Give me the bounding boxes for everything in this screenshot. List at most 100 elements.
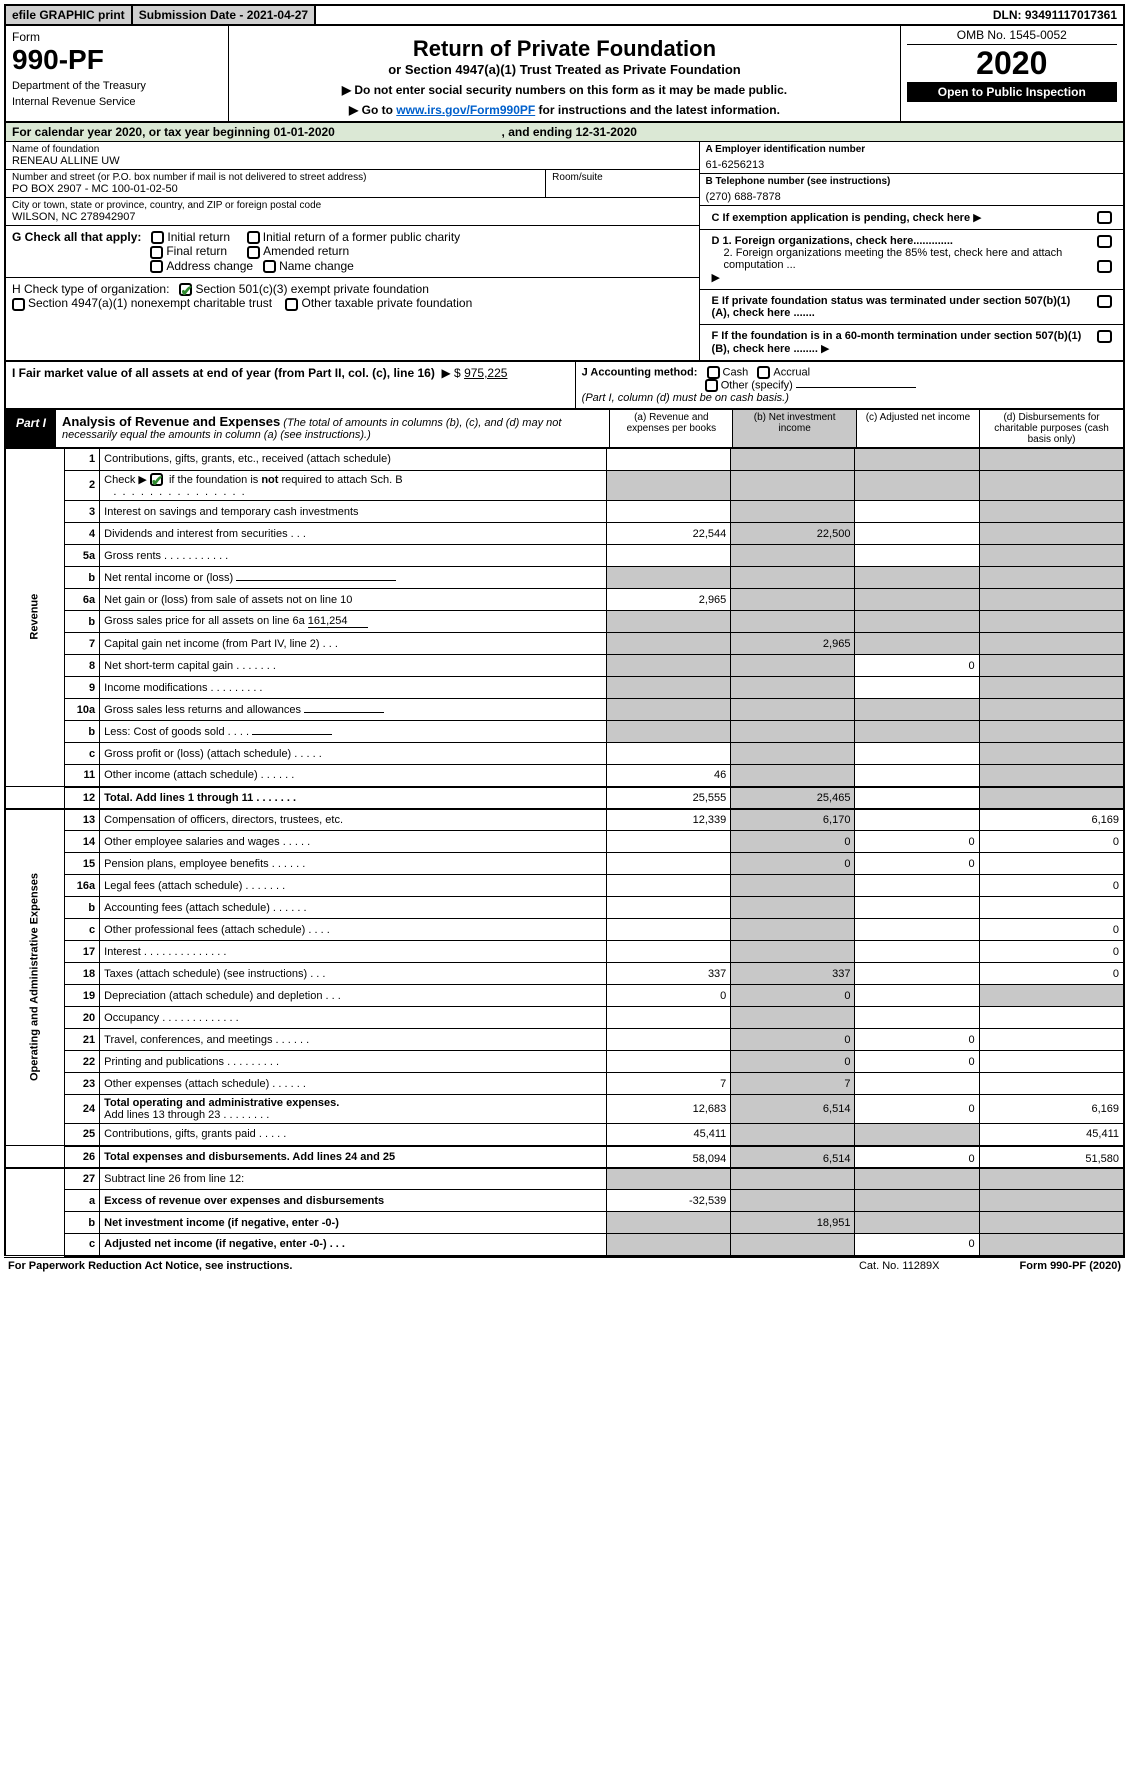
ein-label: A Employer identification number [706,144,1117,155]
val-27cc: 0 [855,1234,979,1256]
city-label: City or town, state or province, country… [12,200,693,211]
val-23a: 7 [607,1073,731,1095]
checkbox-name-change[interactable] [263,260,276,273]
checkbox-initial-former[interactable] [247,231,260,244]
val-26d: 51,580 [979,1146,1124,1168]
val-11a: 46 [607,765,731,787]
submission-date: Submission Date - 2021-04-27 [133,6,316,24]
footer-catno: Cat. No. 11289X [859,1260,940,1272]
val-24d: 6,169 [979,1095,1124,1124]
val-25d: 45,411 [979,1124,1124,1146]
part1-title: Analysis of Revenue and Expenses [62,414,280,429]
val-19b: 0 [731,985,855,1007]
d2-label: 2. Foreign organizations meeting the 85%… [712,247,1087,271]
irs-link[interactable]: www.irs.gov/Form990PF [396,103,535,117]
tax-year: 2020 [907,45,1117,82]
val-14d: 0 [979,831,1124,853]
val-4b: 22,500 [731,523,855,545]
section-g: G Check all that apply: Initial return I… [6,226,699,278]
form-header: Form 990-PF Department of the Treasury I… [4,26,1125,123]
val-8c: 0 [855,655,979,677]
top-bar: efile GRAPHIC print Submission Date - 20… [4,4,1125,26]
val-26a: 58,094 [607,1146,731,1168]
checkbox-other-method[interactable] [705,379,718,392]
val-22b: 0 [731,1051,855,1073]
checkbox-other-taxable[interactable] [285,298,298,311]
checkbox-d1[interactable] [1097,235,1112,248]
omb-number: OMB No. 1545-0052 [907,28,1117,45]
i-value: 975,225 [464,366,507,380]
val-23b: 7 [731,1073,855,1095]
checkbox-amended[interactable] [247,246,260,259]
col-c-header: (c) Adjusted net income [856,410,979,447]
footer-paperwork: For Paperwork Reduction Act Notice, see … [8,1260,292,1272]
page-footer: For Paperwork Reduction Act Notice, see … [4,1257,1125,1274]
note-ssn: ▶ Do not enter social security numbers o… [235,83,893,97]
val-13a: 12,339 [607,809,731,831]
checkbox-d2[interactable] [1097,260,1112,273]
val-14c: 0 [855,831,979,853]
checkbox-initial-return[interactable] [151,231,164,244]
year-begin: 01-01-2020 [273,125,334,139]
form-label: Form [12,30,222,44]
val-18d: 0 [979,963,1124,985]
val-21b: 0 [731,1029,855,1051]
c-label: C If exemption application is pending, c… [712,212,971,224]
val-4a: 22,544 [607,523,731,545]
ein: 61-6256213 [706,155,1117,171]
val-16ad: 0 [979,875,1124,897]
section-ij: I Fair market value of all assets at end… [4,362,1125,410]
part1-table: Revenue 1Contributions, gifts, grants, e… [4,447,1125,1257]
expenses-side-label: Operating and Administrative Expenses [5,809,64,1146]
checkbox-addr-change[interactable] [150,260,163,273]
room-label: Room/suite [546,170,698,197]
checkbox-501c3[interactable] [179,283,192,296]
footer-form: Form 990-PF (2020) [1020,1260,1122,1272]
val-24a: 12,683 [607,1095,731,1124]
revenue-side-label: Revenue [5,448,64,787]
city: WILSON, NC 278942907 [12,211,693,223]
checkbox-sch-b[interactable] [150,473,163,486]
col-a-header: (a) Revenue and expenses per books [609,410,732,447]
val-27aa: -32,539 [607,1190,731,1212]
tel: (270) 688-7878 [706,187,1117,203]
foundation-name: RENEAU ALLINE UW [12,155,693,167]
calendar-year-row: For calendar year 2020, or tax year begi… [4,123,1125,142]
col-d-header: (d) Disbursements for charitable purpose… [979,410,1123,447]
checkbox-f[interactable] [1097,330,1112,343]
val-27bb: 18,951 [731,1212,855,1234]
val-24b: 6,514 [731,1095,855,1124]
year-end: 12-31-2020 [576,125,637,139]
checkbox-final-return[interactable] [150,246,163,259]
dept: Department of the Treasury [12,80,222,92]
val-26c: 0 [855,1146,979,1168]
val-26b: 6,514 [731,1146,855,1168]
val-13b: 6,170 [731,809,855,831]
checkbox-e[interactable] [1097,295,1112,308]
checkbox-cash[interactable] [707,366,720,379]
val-12a: 25,555 [607,787,731,809]
val-14b: 0 [731,831,855,853]
col-b-header: (b) Net investment income [732,410,855,447]
part1-badge: Part I [6,410,56,447]
val-19a: 0 [607,985,731,1007]
form-title: Return of Private Foundation [235,36,893,62]
entity-info: Name of foundation RENEAU ALLINE UW Numb… [4,142,1125,362]
open-inspection: Open to Public Inspection [907,82,1117,102]
val-18b: 337 [731,963,855,985]
val-6aa: 2,965 [607,589,731,611]
val-13d: 6,169 [979,809,1124,831]
val-7b: 2,965 [731,633,855,655]
val-6b: 161,254 [308,615,368,628]
irs: Internal Revenue Service [12,96,222,108]
val-16cd: 0 [979,919,1124,941]
checkbox-c[interactable] [1097,211,1112,224]
checkbox-4947a1[interactable] [12,298,25,311]
checkbox-accrual[interactable] [757,366,770,379]
val-22c: 0 [855,1051,979,1073]
foundation-name-label: Name of foundation [12,144,693,155]
d1-label: D 1. Foreign organizations, check here..… [712,235,953,247]
dln: DLN: 93491117017361 [987,6,1123,24]
e-label: E If private foundation status was termi… [712,295,1071,319]
address: PO BOX 2907 - MC 100-01-02-50 [12,183,539,195]
